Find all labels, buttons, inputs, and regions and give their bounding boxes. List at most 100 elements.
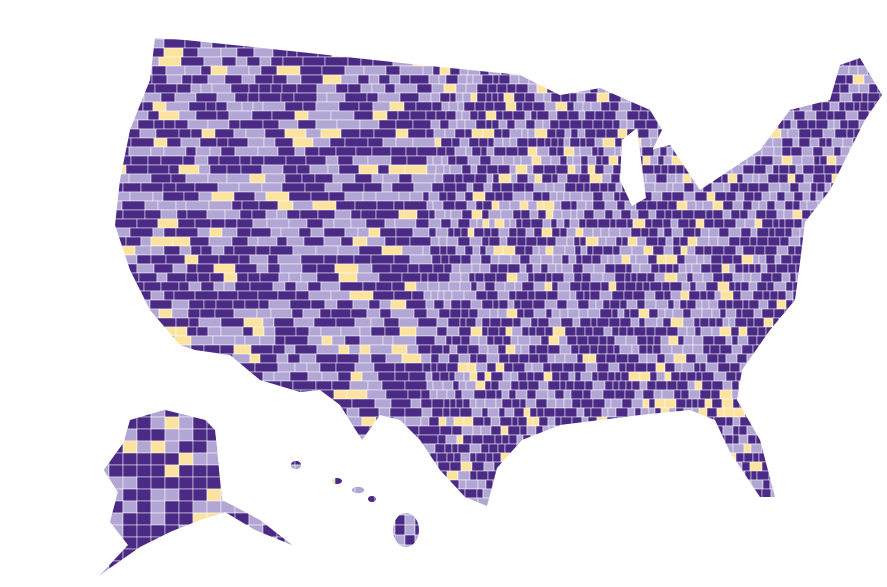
county [687, 425, 696, 436]
county [746, 38, 756, 40]
county [870, 38, 882, 40]
county [472, 74, 483, 85]
county [264, 128, 286, 139]
county [604, 506, 614, 517]
county [295, 290, 310, 301]
county [714, 452, 726, 463]
county [337, 245, 360, 256]
county [524, 362, 533, 373]
county [736, 146, 744, 157]
county [558, 119, 571, 130]
county [817, 281, 828, 292]
county [236, 272, 249, 283]
county [699, 137, 711, 148]
county [662, 497, 675, 508]
county [778, 218, 786, 229]
county [307, 110, 332, 121]
county [789, 272, 797, 283]
county [266, 218, 290, 229]
county [100, 254, 122, 265]
county [459, 281, 472, 292]
county [657, 461, 666, 472]
county [677, 335, 685, 346]
county [671, 209, 683, 220]
county [880, 353, 882, 364]
county [431, 407, 444, 418]
county [469, 218, 478, 229]
county [465, 380, 477, 391]
county [258, 83, 272, 94]
county [272, 74, 288, 85]
county [374, 514, 386, 526]
county [458, 326, 472, 337]
county [357, 263, 373, 274]
county [603, 110, 617, 121]
county [453, 416, 465, 427]
county [810, 254, 818, 265]
county [615, 236, 623, 247]
county [556, 470, 566, 481]
county [113, 308, 129, 319]
county [100, 263, 113, 274]
county [576, 407, 585, 418]
county [731, 335, 739, 346]
county [242, 326, 254, 337]
county [395, 137, 414, 148]
county [259, 335, 276, 346]
county [744, 506, 753, 517]
county [192, 464, 208, 478]
county [314, 443, 337, 454]
county [583, 290, 591, 301]
county [303, 497, 328, 508]
county [742, 83, 752, 94]
county [431, 83, 445, 94]
county [163, 227, 177, 238]
county [304, 504, 316, 516]
county [220, 524, 236, 538]
county [671, 227, 684, 238]
county [653, 146, 661, 157]
county [136, 263, 155, 274]
county [415, 335, 436, 346]
county [220, 452, 236, 466]
county [407, 389, 422, 400]
county [581, 47, 590, 58]
county [679, 74, 689, 85]
county [590, 317, 598, 328]
county [404, 416, 422, 427]
county [830, 398, 839, 409]
county [247, 398, 259, 409]
county [656, 371, 666, 382]
county [480, 425, 492, 436]
county [569, 218, 580, 229]
county [406, 155, 428, 166]
county [239, 209, 253, 220]
county [823, 164, 837, 175]
county [438, 308, 451, 319]
county [465, 146, 473, 157]
county [746, 137, 758, 148]
county [819, 56, 833, 67]
county [590, 101, 602, 112]
county [842, 245, 850, 256]
county [846, 452, 857, 463]
county [879, 290, 882, 301]
county [498, 326, 507, 337]
county [227, 389, 240, 400]
county [367, 155, 392, 166]
county [408, 38, 424, 49]
county [779, 74, 789, 85]
county [370, 353, 387, 364]
county [178, 560, 194, 574]
county [819, 362, 832, 373]
county [657, 227, 665, 238]
county [405, 299, 427, 310]
county [460, 47, 474, 58]
county [640, 38, 654, 40]
county [835, 434, 844, 445]
county [587, 479, 597, 490]
county [859, 479, 870, 490]
county [439, 65, 451, 76]
county [812, 344, 820, 355]
county [615, 281, 626, 292]
